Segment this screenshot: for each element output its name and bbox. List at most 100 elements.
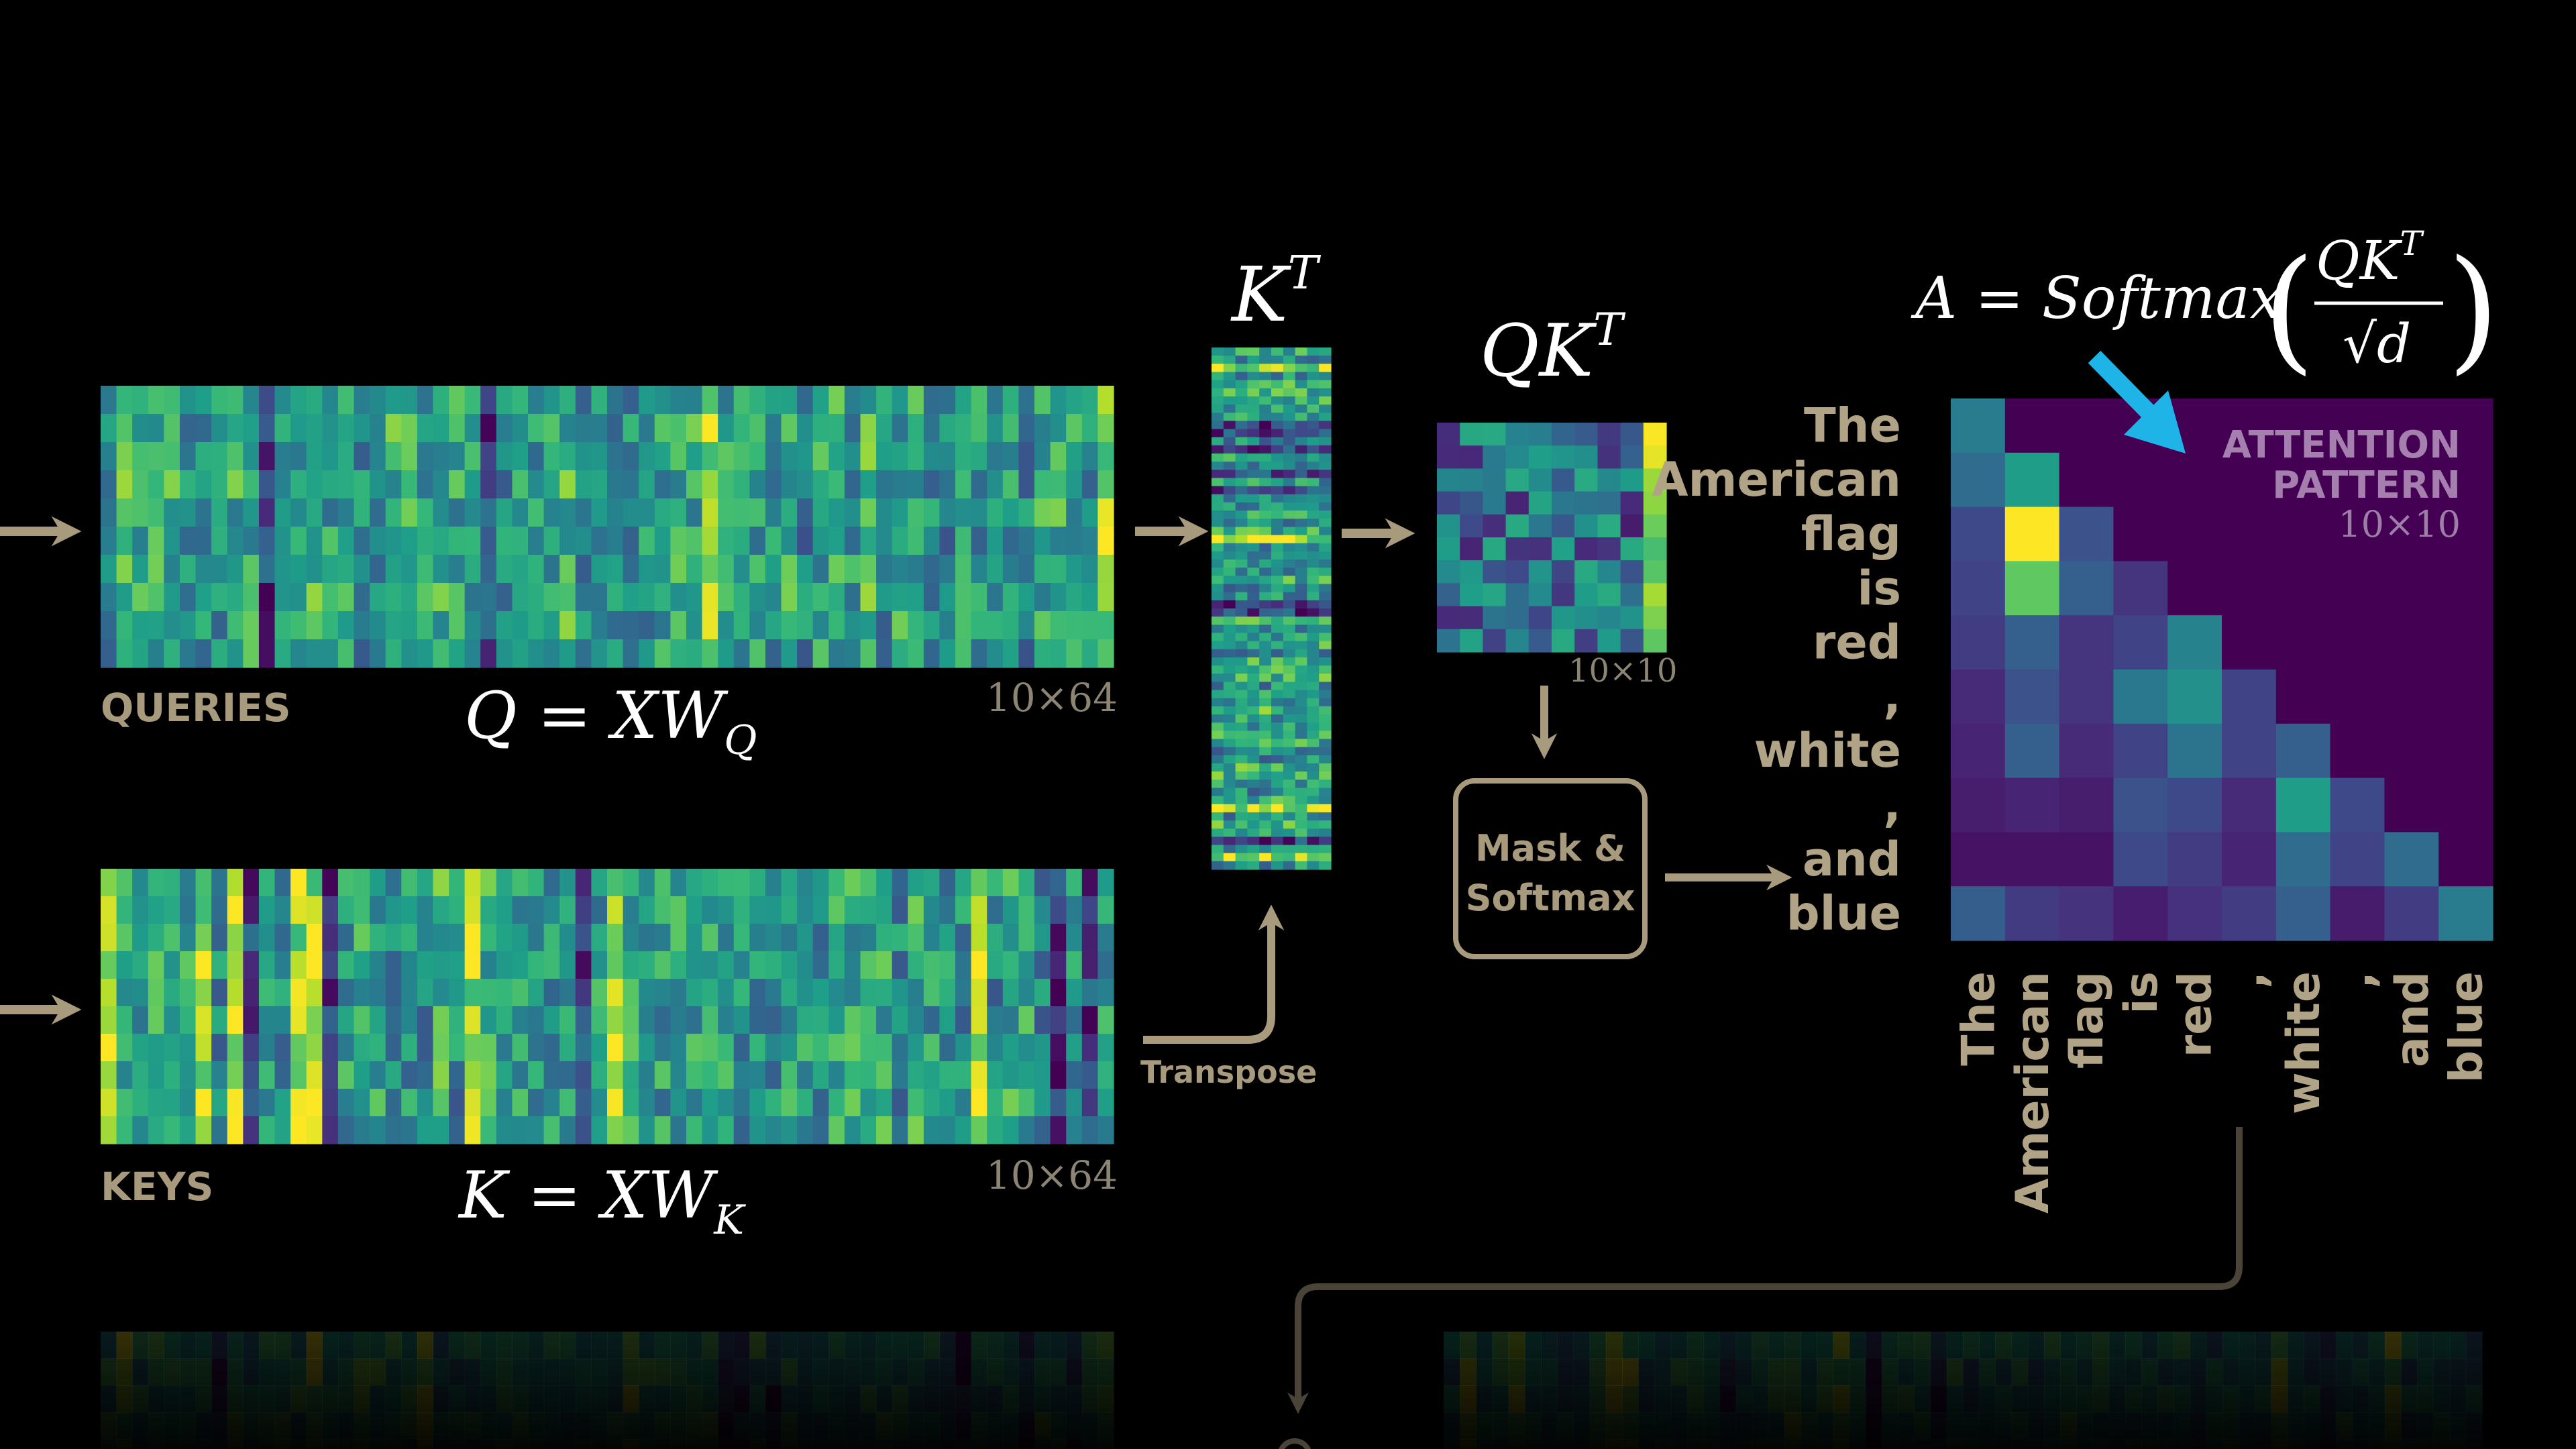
heatmap-cell (591, 869, 608, 897)
heatmap-cell (1066, 1034, 1083, 1062)
heatmap-cell (370, 583, 386, 612)
heatmap-cell (195, 611, 212, 640)
heatmap-cell (227, 1089, 244, 1117)
heatmap-cell (1212, 576, 1224, 585)
heatmap-cell (354, 498, 370, 527)
heatmap-cell (1002, 639, 1020, 668)
heatmap-cell (1235, 649, 1248, 658)
heatmap-cell (243, 442, 260, 471)
heatmap-cell (1295, 861, 1307, 870)
heatmap-cell (1259, 535, 1272, 544)
heatmap-cell (686, 1116, 703, 1144)
heatmap-cell (116, 527, 133, 555)
heatmap-cell (1319, 356, 1332, 364)
heatmap-cell (733, 639, 750, 668)
heatmap-cell (1271, 584, 1284, 593)
heatmap-cell (1307, 396, 1320, 405)
heatmap-cell (923, 1061, 941, 1089)
heatmap-cell (1319, 625, 1332, 634)
attention-cell (2222, 506, 2277, 561)
heatmap-cell (718, 583, 735, 612)
heatmap-cell (370, 386, 386, 415)
heatmap-cell (337, 951, 355, 979)
heatmap-cell (1505, 468, 1529, 492)
heatmap-cell (860, 414, 877, 443)
heatmap-cell (955, 611, 972, 640)
attention-cell (2438, 832, 2493, 887)
heatmap-cell (575, 951, 592, 979)
heatmap-cell (1295, 470, 1307, 479)
heatmap-cell (1259, 804, 1272, 813)
heatmap-cell (591, 1089, 608, 1117)
column-token-label: and (2386, 971, 2439, 1067)
heatmap-cell (939, 611, 956, 640)
heatmap-cell (211, 555, 228, 584)
heatmap-cell (449, 527, 466, 555)
heatmap-cell (1319, 853, 1332, 862)
heatmap-cell (1081, 527, 1099, 555)
heatmap-cell (1319, 706, 1332, 715)
heatmap-cell (1212, 413, 1224, 422)
heatmap-cell (1643, 491, 1667, 515)
heatmap-cell (1212, 698, 1224, 707)
heatmap-cell (1283, 714, 1296, 723)
heatmap-cell (496, 527, 513, 555)
heatmap-cell (306, 951, 323, 979)
heatmap-cell (670, 414, 687, 443)
heatmap-cell (1283, 812, 1296, 821)
heatmap-cell (1307, 828, 1320, 837)
heatmap-cell (1437, 560, 1460, 584)
attention-dims: 10×10 (2338, 503, 2461, 545)
attention-cell (2004, 886, 2060, 941)
row-token-label: , (1883, 777, 1901, 833)
heatmap-cell (1212, 665, 1224, 674)
heatmap-cell (718, 1061, 735, 1089)
heatmap-cell (211, 1061, 228, 1089)
heatmap-cell (702, 442, 718, 471)
heatmap-cell (1223, 690, 1236, 699)
heatmap-cell (433, 611, 449, 640)
heatmap-cell (1223, 494, 1236, 503)
heatmap-cell (797, 1034, 814, 1062)
heatmap-cell (1034, 1089, 1051, 1117)
heatmap-cell (512, 386, 529, 415)
attention-cell (2004, 452, 2060, 508)
heatmap-cell (654, 1034, 671, 1062)
heatmap-cell (1235, 837, 1248, 846)
heatmap-cell (1295, 356, 1307, 364)
heatmap-cell (1283, 828, 1296, 837)
heatmap-cell (322, 639, 339, 668)
heatmap-cell (1212, 861, 1224, 870)
heatmap-cell (1283, 494, 1296, 503)
heatmap-cell (1307, 731, 1320, 740)
heatmap-cell (892, 1116, 908, 1144)
heatmap-cell (385, 951, 402, 979)
heatmap-cell (1283, 780, 1296, 789)
heatmap-cell (654, 527, 671, 555)
heatmap-cell (987, 583, 1004, 612)
heatmap-cell (812, 498, 829, 527)
heatmap-cell (1283, 486, 1296, 495)
heatmap-cell (543, 1034, 560, 1062)
heatmap-cell (1620, 491, 1644, 515)
heatmap-cell (306, 1116, 323, 1144)
heatmap-cell (116, 555, 133, 584)
heatmap-cell (1066, 583, 1083, 612)
heatmap-cell (1295, 405, 1307, 413)
heatmap-cell (1018, 1061, 1035, 1089)
heatmap-cell (179, 639, 197, 668)
heatmap-cell (101, 924, 117, 952)
heatmap-cell (1283, 722, 1296, 731)
heatmap-cell (908, 1061, 924, 1089)
heatmap-cell (1319, 771, 1332, 780)
heatmap-cell (1223, 820, 1236, 829)
heatmap-cell (939, 951, 956, 979)
heatmap-cell (828, 414, 845, 443)
heatmap-cell (401, 869, 418, 897)
bottom-fade (0, 1328, 2576, 1449)
heatmap-cell (971, 1116, 987, 1144)
heatmap-cell (1034, 1061, 1051, 1089)
heatmap-cell (1620, 629, 1644, 653)
heatmap-cell (1271, 356, 1284, 364)
heatmap-cell (939, 527, 956, 555)
